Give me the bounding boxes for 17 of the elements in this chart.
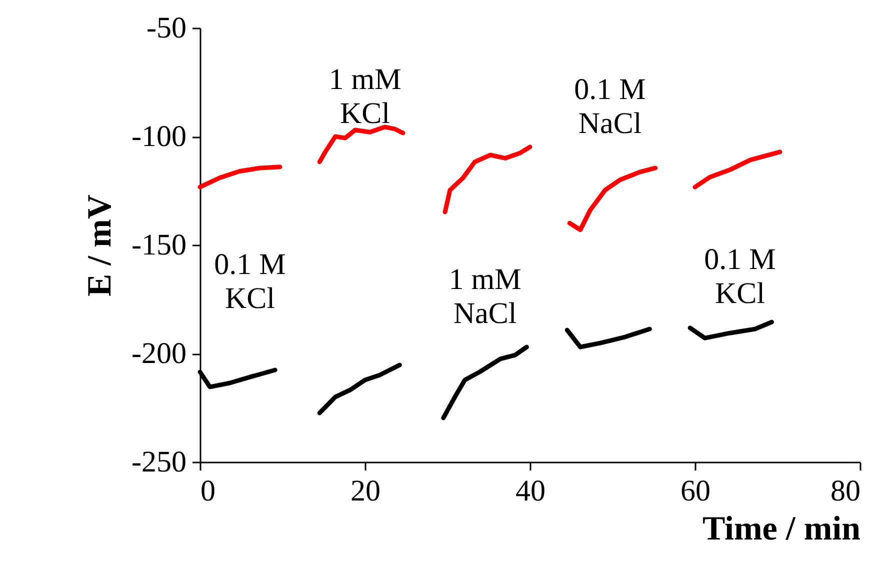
annotation: 1 mM KCl [328, 63, 402, 130]
x-tick-label: 80 [830, 474, 860, 508]
x-tick-label: 0 [200, 474, 216, 508]
y-axis-title: E / mV [82, 194, 119, 296]
x-tick-label: 60 [680, 474, 710, 508]
annotation: 1 mM NaCl [448, 263, 522, 330]
x-axis-title: Time / min [702, 510, 861, 548]
x-tick-label: 20 [350, 474, 380, 508]
annotation: 0.1 M KCl [704, 243, 776, 310]
y-tick-label: -150 [132, 228, 186, 262]
y-tick-label: -250 [132, 446, 186, 478]
y-tick-label: -50 [146, 12, 186, 44]
annotation: 0.1 M NaCl [574, 73, 646, 140]
x-tick-label: 40 [516, 474, 546, 508]
y-tick-label: -200 [132, 337, 186, 370]
y-tick-label: -100 [132, 120, 186, 153]
annotation: 0.1 M KCl [214, 248, 286, 315]
